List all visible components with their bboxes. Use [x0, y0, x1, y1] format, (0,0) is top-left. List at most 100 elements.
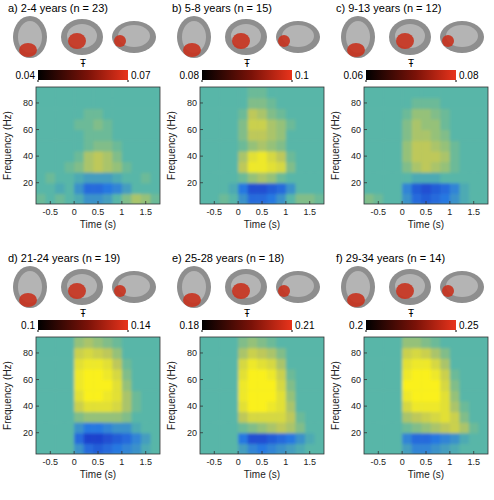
cell	[55, 98, 65, 109]
cell	[440, 108, 450, 119]
cell	[393, 161, 403, 172]
panel-title: e) 25-28 years (n = 18)	[172, 252, 284, 264]
cell	[276, 183, 286, 194]
colorbar-label: Ŧ	[80, 58, 86, 69]
cell	[46, 380, 56, 391]
cell	[46, 348, 56, 359]
cell	[431, 443, 441, 454]
cell	[276, 161, 286, 172]
cell	[469, 161, 479, 172]
cell	[238, 98, 248, 109]
cell	[93, 380, 103, 391]
cell	[84, 151, 94, 162]
cell	[267, 119, 277, 130]
cell	[402, 369, 412, 380]
cell	[210, 411, 220, 422]
cell	[314, 140, 324, 151]
cell	[314, 151, 324, 162]
cell	[200, 380, 210, 391]
panel: d) 21-24 years (n = 19)Ŧ0.10.14-0.500.51…	[2, 252, 161, 480]
x-tick-label: -0.5	[371, 207, 387, 217]
x-tick-label: 1.5	[139, 207, 152, 217]
cell	[393, 337, 403, 348]
cell	[122, 443, 132, 454]
cell	[55, 411, 65, 422]
cell	[286, 119, 296, 130]
cells	[364, 337, 488, 454]
cell	[295, 369, 305, 380]
cell	[305, 411, 315, 422]
panel: f) 29-34 years (n = 14)Ŧ0.20.25-0.500.51…	[330, 252, 489, 480]
cell	[314, 369, 324, 380]
x-tick	[309, 451, 310, 454]
cell	[93, 337, 103, 348]
cell	[364, 369, 374, 380]
cell	[55, 337, 65, 348]
cell	[210, 337, 220, 348]
cell	[248, 411, 258, 422]
cell	[295, 140, 305, 151]
cell	[103, 172, 113, 183]
cell	[374, 337, 384, 348]
cell	[383, 369, 393, 380]
cell	[412, 108, 422, 119]
cell	[112, 443, 122, 454]
colorbar-tick	[38, 80, 39, 82]
cell	[450, 98, 460, 109]
cell	[219, 140, 229, 151]
cell	[450, 358, 460, 369]
cell	[131, 151, 141, 162]
cell	[374, 119, 384, 130]
activation-blob	[232, 283, 250, 299]
y-tick	[200, 129, 203, 130]
cell	[314, 87, 324, 98]
cell	[383, 130, 393, 141]
cell	[421, 358, 431, 369]
cell	[276, 193, 286, 204]
cell	[440, 151, 450, 162]
x-tick	[309, 201, 310, 204]
cell	[46, 390, 56, 401]
cell	[478, 130, 488, 141]
cell	[219, 401, 229, 412]
brain-coronal-inner	[395, 24, 425, 48]
cell	[112, 119, 122, 130]
cell	[412, 443, 422, 454]
cell	[431, 172, 441, 183]
cell	[200, 172, 210, 183]
x-axis-title: Time (s)	[80, 469, 116, 480]
cell	[112, 140, 122, 151]
activation-blob	[278, 35, 290, 47]
x-tick	[473, 451, 474, 454]
y-tick	[364, 156, 367, 157]
cell	[276, 140, 286, 151]
cell	[314, 183, 324, 194]
cell	[55, 401, 65, 412]
cells	[36, 87, 160, 204]
cell	[450, 433, 460, 444]
colorbar-tick	[128, 80, 129, 82]
cell	[122, 161, 132, 172]
cell	[267, 348, 277, 359]
cell	[46, 369, 56, 380]
cell	[229, 401, 239, 412]
cell	[210, 422, 220, 433]
cell	[93, 172, 103, 183]
cell	[46, 161, 56, 172]
cell	[364, 108, 374, 119]
brain-coronal-inner	[67, 274, 97, 298]
cell	[122, 348, 132, 359]
x-tick-label: 0.5	[420, 207, 433, 217]
cell	[314, 193, 324, 204]
cell	[383, 401, 393, 412]
cell	[374, 151, 384, 162]
cell	[229, 337, 239, 348]
cell	[210, 151, 220, 162]
cell	[469, 369, 479, 380]
cell	[219, 348, 229, 359]
cell	[200, 98, 210, 109]
x-tick	[214, 201, 215, 204]
cell	[431, 183, 441, 194]
cell	[421, 337, 431, 348]
cell	[402, 140, 412, 151]
